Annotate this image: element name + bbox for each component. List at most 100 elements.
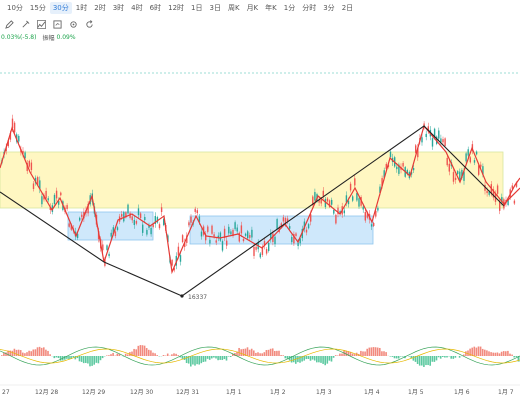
macd-bar	[22, 352, 24, 356]
candle	[228, 224, 230, 237]
timeframe-7[interactable]: 6时	[149, 4, 162, 12]
macd-bar	[471, 347, 473, 356]
macd-bar	[36, 347, 39, 356]
candle	[484, 181, 486, 195]
candle	[129, 211, 131, 220]
x-axis-label: 1月 4	[364, 389, 380, 396]
macd-bar	[145, 348, 148, 356]
candle	[249, 232, 251, 241]
macd-bar	[320, 356, 322, 363]
candle	[305, 226, 308, 236]
candle	[448, 160, 450, 176]
macd-bar	[391, 356, 394, 357]
settings-icon[interactable]	[68, 19, 78, 29]
macd-bar	[219, 356, 221, 360]
macd-bar	[227, 356, 230, 357]
macd-bar	[196, 356, 198, 365]
candle	[26, 160, 28, 175]
candle	[154, 212, 156, 228]
macd-bar	[30, 351, 32, 356]
macd-bar	[400, 356, 402, 357]
macd-bar	[257, 352, 259, 356]
candle	[364, 209, 366, 223]
macd-bar	[305, 356, 308, 360]
brush-icon[interactable]	[20, 19, 30, 29]
candle	[106, 244, 108, 251]
candle	[389, 150, 392, 159]
candle	[190, 214, 192, 226]
candle	[469, 156, 471, 164]
candle	[352, 194, 354, 203]
macd-bar	[135, 349, 137, 356]
x-axis-label: 12月 30	[130, 389, 153, 396]
macd-bar	[76, 356, 79, 359]
macd-bar	[389, 356, 392, 357]
candle	[415, 144, 417, 155]
macd-bar	[217, 356, 219, 361]
candle	[179, 251, 182, 266]
candle	[452, 169, 455, 185]
candle	[331, 197, 333, 207]
timeframe-8[interactable]: 12时	[168, 4, 185, 12]
candle	[427, 122, 429, 134]
macd-bar	[500, 351, 503, 356]
pencil-icon[interactable]	[4, 19, 14, 29]
candle	[181, 233, 184, 244]
candle	[30, 159, 33, 173]
timeframe-4[interactable]: 2时	[94, 4, 106, 12]
macd-bar	[332, 356, 335, 358]
timeframe-16[interactable]: 3分	[323, 4, 335, 12]
candle	[335, 213, 337, 225]
candle	[255, 244, 257, 252]
macd-bar	[208, 356, 211, 360]
timeframe-17[interactable]: 2日	[341, 4, 354, 12]
candle	[160, 203, 163, 216]
macd-bar	[303, 356, 305, 361]
macd-bar	[486, 350, 488, 356]
timeframe-0[interactable]: 10分	[7, 4, 23, 12]
x-axis-label: 12月 31	[176, 389, 199, 396]
candle	[446, 156, 448, 167]
macd-bar	[494, 352, 497, 356]
timeframe-13[interactable]: 年K	[265, 4, 277, 12]
macd-bar	[156, 355, 158, 356]
macd-bar	[366, 348, 368, 356]
chart-style-icon[interactable]	[52, 19, 62, 29]
indicator-icon[interactable]	[36, 19, 46, 29]
candle	[303, 218, 306, 233]
candle	[467, 146, 469, 159]
timeframe-15[interactable]: 分时	[302, 4, 317, 12]
timeframe-10[interactable]: 3日	[209, 4, 221, 12]
candle	[139, 211, 142, 220]
timeframe-2[interactable]: 30分	[49, 2, 72, 14]
timeframe-1[interactable]: 15分	[29, 4, 46, 12]
macd-bar	[198, 356, 200, 365]
x-axis-label: 1月 7	[498, 389, 514, 396]
amplitude-label: 振幅	[42, 34, 55, 42]
timeframe-9[interactable]: 1日	[191, 4, 203, 12]
candle	[259, 251, 261, 259]
macd-bar	[465, 351, 467, 356]
timeframe-6[interactable]: 4时	[131, 4, 143, 12]
replay-icon[interactable]	[84, 19, 94, 29]
macd-bar	[498, 353, 501, 356]
timeframe-11[interactable]: 周K	[227, 4, 240, 12]
candle	[79, 216, 81, 222]
macd-bar	[309, 356, 312, 361]
timeframe-3[interactable]: 1时	[75, 4, 88, 12]
macd-bar	[259, 353, 261, 356]
candle	[148, 222, 150, 231]
macd-bar	[143, 345, 146, 356]
macd-bar	[301, 356, 303, 362]
macd-bar	[322, 356, 324, 364]
macd-bar	[274, 350, 276, 356]
timeframe-5[interactable]: 3时	[112, 4, 125, 12]
timeframe-14[interactable]: 1分	[283, 4, 296, 12]
macd-bar	[91, 356, 93, 366]
swing-low-marker	[180, 294, 184, 298]
zigzag-red-line	[0, 124, 520, 275]
macd-bar	[475, 347, 478, 356]
timeframe-12[interactable]: 月K	[246, 4, 259, 12]
candle	[223, 225, 226, 242]
